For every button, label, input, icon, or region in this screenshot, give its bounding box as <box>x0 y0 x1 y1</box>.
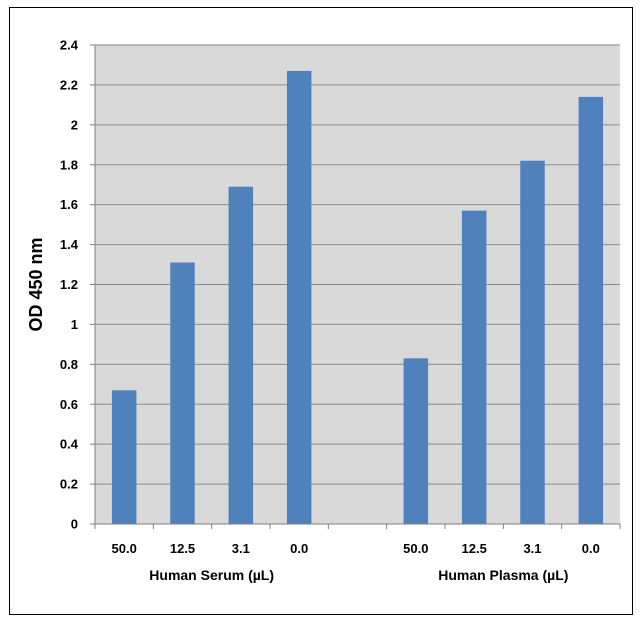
y-tick-label: 0.2 <box>60 477 78 492</box>
x-tick-label: 50.0 <box>112 541 137 556</box>
y-tick-label: 0.4 <box>60 437 79 452</box>
bar <box>578 96 604 525</box>
x-tick-label: 3.1 <box>523 541 541 556</box>
x-tick-label: 0.0 <box>290 541 308 556</box>
group-labels: Human Serum (µL) Human Plasma (µL) <box>149 567 568 583</box>
bar <box>111 390 137 524</box>
bar <box>520 160 545 524</box>
y-tick-label: 1.4 <box>60 237 79 252</box>
y-tick-label: 0.6 <box>60 397 78 412</box>
y-axis-label: OD 450 nm <box>26 237 46 331</box>
bar <box>403 358 429 524</box>
axes <box>90 44 621 529</box>
bar <box>461 210 487 524</box>
x-tick-label: 3.1 <box>232 541 250 556</box>
y-tick-label: 1.8 <box>60 157 78 172</box>
x-tick-label: 50.0 <box>403 541 428 556</box>
y-tick-label: 1.2 <box>60 277 78 292</box>
group-label: Human Plasma (µL) <box>438 567 568 583</box>
y-tick-label: 0 <box>71 517 78 532</box>
bars <box>111 70 604 525</box>
bar <box>286 70 312 524</box>
x-tick-labels: 50.0 12.5 3.1 0.0 50.0 12.5 3.1 0.0 <box>112 541 600 556</box>
x-tick-label: 12.5 <box>170 541 195 556</box>
y-tick-label: 0.8 <box>60 357 78 372</box>
y-tick-label: 1.6 <box>60 197 78 212</box>
bar <box>170 262 195 524</box>
group-label: Human Serum (µL) <box>149 567 274 583</box>
y-tick-label: 1 <box>71 317 78 332</box>
y-tick-label: 2 <box>71 117 78 132</box>
x-tick-label: 0.0 <box>582 541 600 556</box>
bar <box>228 186 254 524</box>
y-tick-label: 2.2 <box>60 77 78 92</box>
x-tick-label: 12.5 <box>462 541 487 556</box>
y-tick-labels: 0 0.2 0.4 0.6 0.8 1 1.2 1.4 1.6 1.8 2 2.2 2.4 <box>60 38 79 532</box>
y-tick-label: 2.4 <box>60 38 79 53</box>
